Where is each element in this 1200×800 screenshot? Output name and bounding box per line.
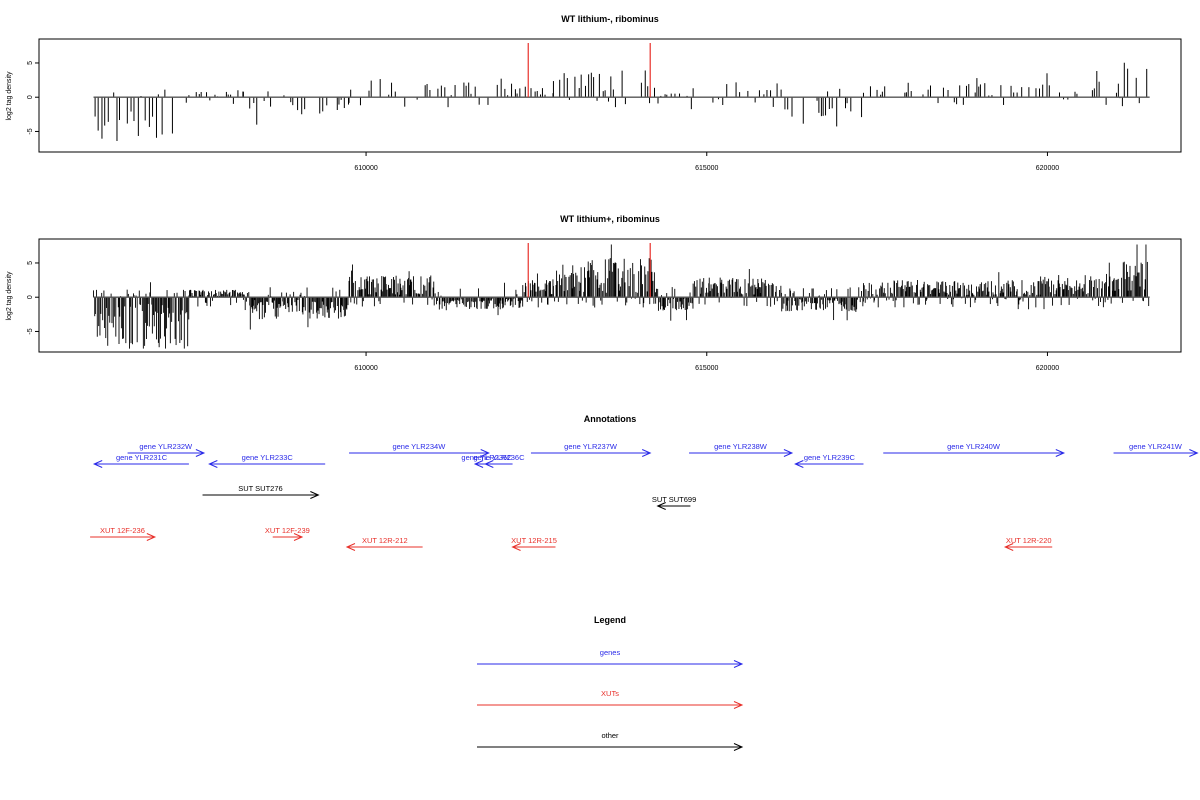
y-tick-label: 0	[27, 295, 34, 299]
x-tick-label: 610000	[354, 365, 377, 372]
arrow-head-icon	[656, 502, 666, 510]
legend-label: XUTs	[601, 689, 619, 698]
annotation-feature: XUT 12R-220	[1003, 536, 1053, 551]
feature-label: gene YLR232W	[139, 442, 193, 451]
arrow-head-icon	[146, 533, 157, 541]
x-tick-label: 610000	[354, 165, 377, 172]
annotation-feature: gene YLR231C	[92, 453, 189, 468]
feature-label: gene YLR236C	[473, 453, 525, 462]
feature-label: gene YLR241W	[1129, 442, 1183, 451]
y-tick-label: -5	[27, 128, 34, 134]
annotation-feature: gene YLR239C	[794, 453, 864, 468]
feature-label: gene YLR240W	[947, 442, 1001, 451]
arrow-head-icon	[195, 449, 206, 457]
legend-item: XUTs	[477, 689, 744, 709]
arrow-head-icon	[642, 449, 652, 457]
x-tick-label: 620000	[1036, 165, 1059, 172]
feature-label: SUT SUT276	[238, 484, 282, 493]
arrow-head-icon	[1003, 543, 1014, 551]
x-tick-label: 620000	[1036, 365, 1059, 372]
feature-label: XUT 12F-236	[100, 526, 145, 535]
annotation-features: gene YLR232W gene YLR231C gene YLR233C gene…	[90, 442, 1199, 551]
feature-label: gene YLR234W	[392, 442, 446, 451]
arrow-head-icon	[293, 533, 304, 541]
track2-y-axis: -5 0 5	[27, 261, 39, 335]
arrow-head-icon	[1189, 449, 1199, 457]
legend-title: Legend	[594, 615, 626, 625]
track1-bars	[93, 62, 1150, 141]
arrow-head-icon	[783, 449, 794, 457]
feature-label: SUT SUT699	[652, 495, 696, 504]
legend-panel: Legend genes XUTs other	[477, 615, 744, 751]
track1-frame	[38, 38, 1182, 153]
track2-highlight-marks	[527, 243, 651, 298]
feature-label: gene YLR237W	[564, 442, 618, 451]
track2-bars	[93, 244, 1150, 349]
feature-label: gene YLR238W	[714, 442, 768, 451]
annotation-feature: XUT 12F-239	[265, 526, 310, 541]
feature-label: gene YLR231C	[116, 453, 168, 462]
annotation-feature: XUT 12R-215	[511, 536, 557, 551]
arrow-head-icon	[310, 491, 320, 499]
track-wt-lithium-plus: WT lithium+, ribominus log2 tag density …	[6, 214, 1182, 372]
y-tick-label: 5	[27, 261, 34, 265]
arrow-head-icon	[733, 660, 744, 668]
feature-label: gene YLR233C	[242, 453, 294, 462]
feature-label: gene YLR235C	[461, 453, 513, 462]
track1-y-axis: -5 0 5	[27, 61, 39, 135]
feature-label: XUT 12R-220	[1006, 536, 1052, 545]
track2-frame	[38, 238, 1182, 353]
x-tick-label: 615000	[695, 365, 718, 372]
arrow-head-icon	[345, 543, 356, 551]
annotation-feature: SUT SUT699	[652, 495, 696, 510]
feature-label: gene YLR239C	[804, 453, 856, 462]
track2-title: WT lithium+, ribominus	[560, 214, 660, 224]
arrow-head-icon	[92, 460, 103, 468]
arrow-head-icon	[473, 460, 484, 468]
y-tick-label: 5	[27, 61, 34, 65]
track2-ylabel: log2 tag density	[6, 271, 13, 321]
arrow-head-icon	[511, 543, 521, 551]
y-tick-label: 0	[27, 95, 34, 99]
track1-title: WT lithium-, ribominus	[561, 14, 659, 24]
x-tick-label: 615000	[695, 165, 718, 172]
annotation-feature: XUT 12F-236	[90, 526, 157, 541]
arrow-head-icon	[1055, 449, 1066, 457]
arrow-head-icon	[794, 460, 804, 468]
track1-ylabel: log2 tag density	[6, 71, 13, 121]
annotation-feature: gene YLR236C	[473, 453, 525, 468]
arrow-head-icon	[733, 701, 744, 709]
track2-x-axis: 610000 615000 620000	[354, 352, 1059, 372]
arrow-head-icon	[208, 460, 218, 468]
annotation-feature: gene YLR237W	[530, 442, 652, 457]
annotation-feature: SUT SUT276	[202, 484, 320, 499]
annotation-feature: gene YLR233C	[208, 453, 326, 468]
feature-label: XUT 12R-212	[362, 536, 408, 545]
legend-label: other	[601, 731, 619, 740]
legend-item: genes	[477, 648, 744, 668]
annotation-feature: gene YLR234W	[349, 442, 490, 457]
feature-label: XUT 12F-239	[265, 526, 310, 535]
legend-items: genes XUTs other	[477, 648, 744, 751]
annotation-feature: gene YLR238W	[689, 442, 794, 457]
track1-highlight-marks	[527, 43, 651, 98]
arrow-head-icon	[480, 449, 490, 457]
legend-label: genes	[600, 648, 621, 657]
legend-item: other	[477, 731, 744, 751]
arrow-head-icon	[733, 743, 744, 751]
annotations-title: Annotations	[584, 414, 637, 424]
annotation-feature: gene YLR240W	[883, 442, 1066, 457]
y-tick-label: -5	[27, 328, 34, 334]
annotation-feature: XUT 12R-212	[345, 536, 423, 551]
annotation-feature: gene YLR232W	[127, 442, 206, 457]
track-wt-lithium-minus: WT lithium-, ribominus log2 tag density …	[6, 14, 1182, 172]
arrow-head-icon	[484, 460, 494, 468]
annotation-feature: gene YLR241W	[1113, 442, 1199, 457]
track1-x-axis: 610000 615000 620000	[354, 152, 1059, 172]
feature-label: XUT 12R-215	[511, 536, 557, 545]
